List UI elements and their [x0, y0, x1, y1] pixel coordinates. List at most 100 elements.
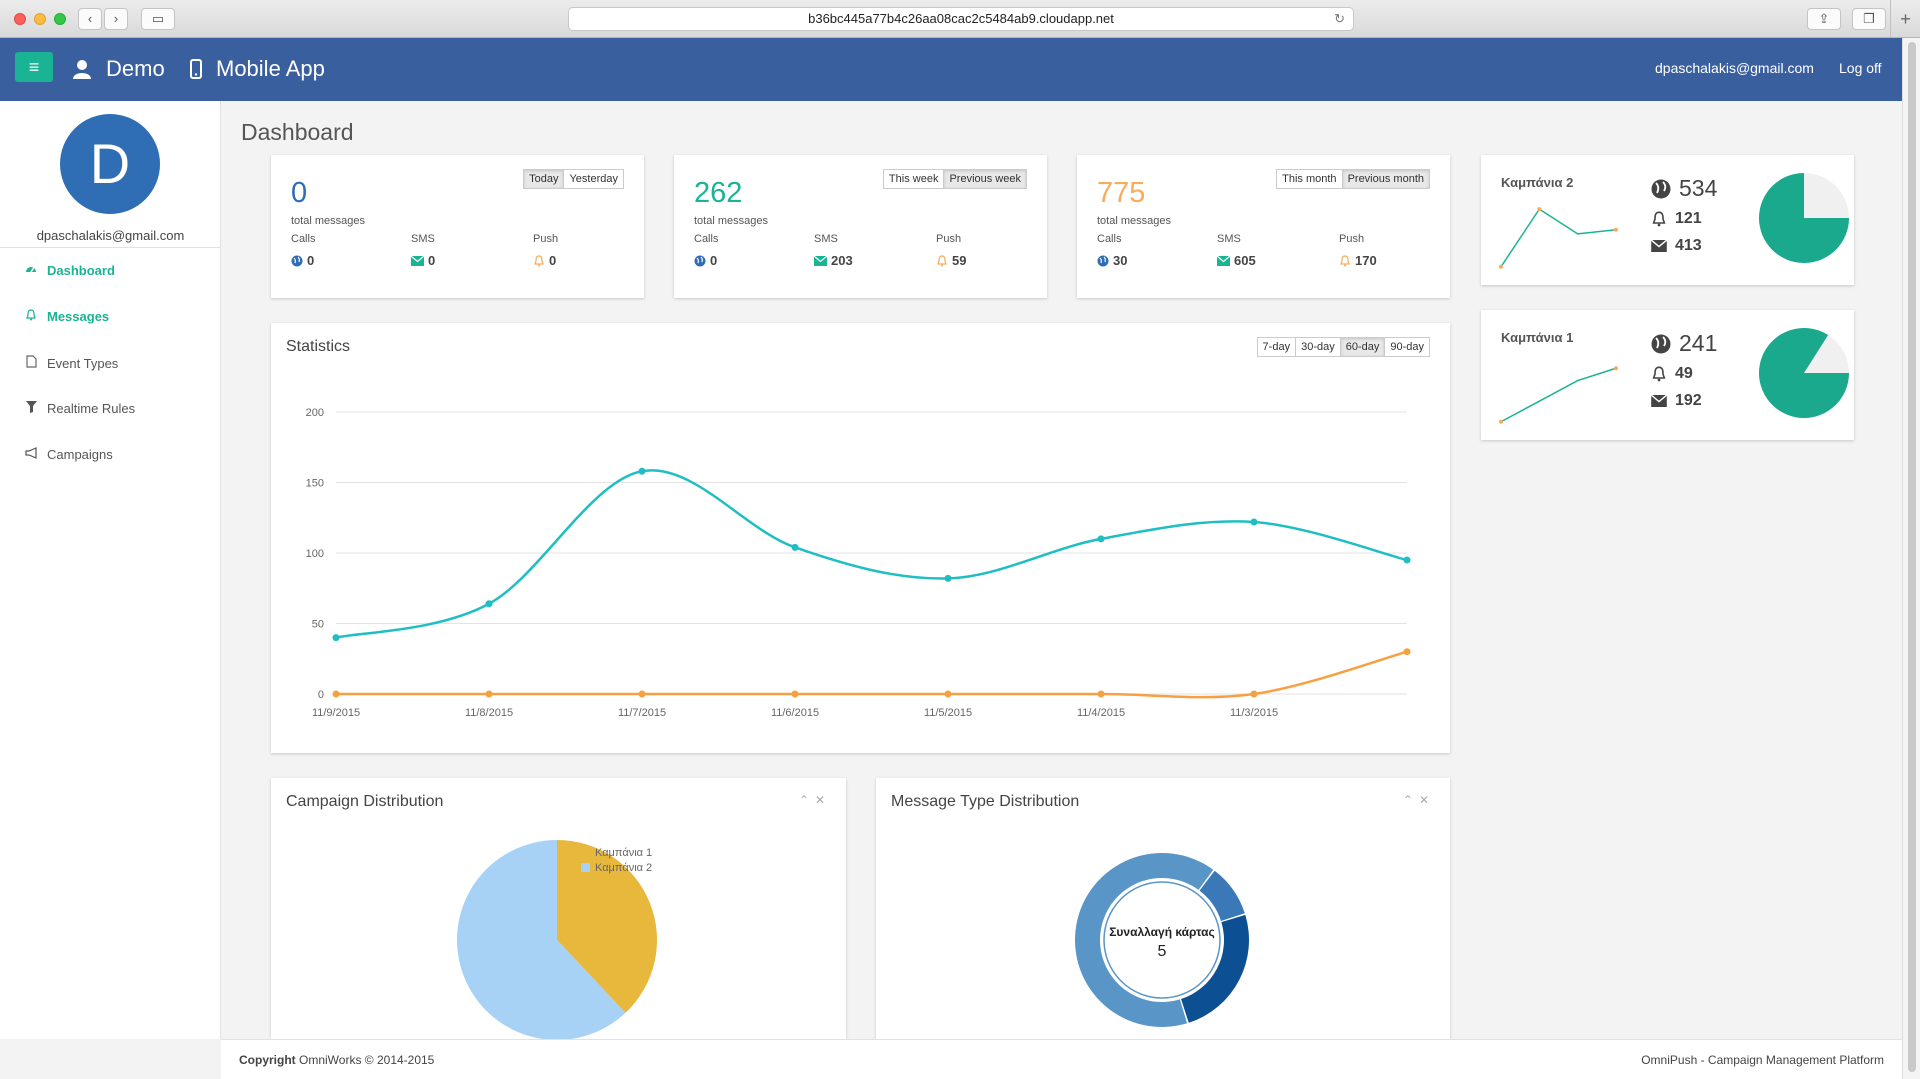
logoff-link[interactable]: Log off — [1839, 60, 1882, 76]
legend-label: Καμπάνια 2 — [595, 862, 652, 874]
page-scrollbar[interactable] — [1902, 38, 1920, 1079]
data-point — [944, 690, 952, 698]
sidebar-icon: ▭ — [151, 11, 165, 26]
maximize-window-button[interactable] — [54, 13, 66, 25]
previous-month-button[interactable]: Previous month — [1341, 169, 1430, 189]
tabs-button[interactable]: ❐ — [1852, 8, 1886, 30]
envelope-icon — [1651, 395, 1667, 407]
back-button[interactable]: ‹ — [78, 8, 102, 30]
sidebar-item-campaigns[interactable]: Campaigns — [25, 447, 113, 462]
sidebar-item-label: Campaigns — [47, 447, 113, 462]
bell-icon — [534, 254, 544, 266]
sidebar-item-dashboard[interactable]: Dashboard — [25, 263, 115, 278]
calls-value: 30 — [1097, 253, 1127, 268]
app-name: Mobile App — [216, 56, 325, 81]
chevron-left-icon: ‹ — [87, 11, 93, 26]
forward-button[interactable]: › — [104, 8, 128, 30]
footer-platform: OmniPush - Campaign Management Platform — [1641, 1053, 1884, 1067]
campaign-total: 534 — [1651, 175, 1717, 202]
statistics-panel: Statistics 7-day 30-day 60-day 90-day 0 5… — [271, 323, 1450, 753]
campaign-distribution-title: Campaign Distribution — [286, 793, 444, 810]
data-point — [1403, 648, 1411, 656]
x-tick-label: 11/5/2015 — [924, 707, 972, 719]
calls-label: Calls — [291, 233, 316, 245]
menu-toggle-button[interactable]: ≡ — [15, 52, 53, 82]
sidebar-item-realtime-rules[interactable]: Realtime Rules — [25, 401, 135, 416]
total-label: total messages — [694, 215, 768, 227]
x-tick-label: 11/9/2015 — [312, 707, 360, 719]
range-7-day-button[interactable]: 7-day — [1256, 337, 1297, 357]
total-count: 262 — [694, 177, 743, 209]
calls-label: Calls — [694, 233, 719, 245]
series-line — [335, 650, 1408, 699]
reload-icon[interactable]: ↻ — [1334, 11, 1345, 26]
donut-slice — [1075, 853, 1214, 1027]
donut-slice — [1181, 914, 1249, 1023]
new-tab-button[interactable]: + — [1890, 0, 1920, 38]
bell-icon — [1340, 254, 1350, 266]
mobile-icon — [190, 59, 202, 79]
app-link[interactable]: Mobile App — [190, 56, 325, 82]
sms-value: 203 — [814, 253, 853, 268]
sms-value: 0 — [411, 253, 435, 268]
org-link[interactable]: Demo — [72, 56, 165, 82]
push-value: 170 — [1339, 253, 1377, 268]
pie-slice — [1759, 173, 1849, 263]
campaign-sms: 192 — [1651, 392, 1702, 410]
data-point — [485, 600, 493, 608]
range-90-day-button[interactable]: 90-day — [1384, 337, 1430, 357]
range-30-day-button[interactable]: 30-day — [1295, 337, 1341, 357]
address-bar[interactable]: b36bc445a77b4c26aa08cac2c5484ab9.cloudap… — [568, 7, 1354, 31]
share-button[interactable]: ⇪ — [1807, 8, 1841, 30]
legend-swatch — [581, 848, 590, 857]
today-button[interactable]: Today — [523, 169, 565, 189]
envelope-icon — [411, 255, 424, 266]
avatar[interactable]: D — [60, 114, 160, 214]
total-count: 775 — [1097, 177, 1146, 209]
campaign-card-2[interactable]: Καμπάνια 2 534 121 413 — [1481, 155, 1854, 285]
data-point — [638, 690, 646, 698]
this-month-button[interactable]: This month — [1276, 169, 1343, 189]
data-point — [332, 634, 340, 642]
statistics-title: Statistics — [286, 338, 351, 355]
panel-tools: ⌃✕ — [1403, 793, 1435, 807]
bell-icon — [25, 309, 37, 324]
close-icon[interactable]: ✕ — [1418, 793, 1435, 807]
sidebar-toggle-button[interactable]: ▭ — [141, 8, 175, 30]
chevron-up-icon[interactable]: ⌃ — [798, 793, 815, 807]
donut-inner-ring — [1103, 881, 1221, 999]
minimize-window-button[interactable] — [34, 13, 46, 25]
globe-icon — [1651, 179, 1671, 198]
yesterday-button[interactable]: Yesterday — [563, 169, 624, 189]
statistics-line-chart: 0 50 100 150 200 11/9/2015 11/8/2015 11/7/2015 1… — [306, 407, 1411, 719]
data-point — [1403, 556, 1411, 564]
campaign-card-1[interactable]: Καμπάνια 1 241 49 192 — [1481, 310, 1854, 440]
total-label: total messages — [291, 215, 365, 227]
sparkline-point — [1499, 419, 1503, 424]
dashboard-icon — [25, 263, 37, 278]
globe-icon — [291, 255, 303, 266]
x-tick-label: 11/3/2015 — [1230, 707, 1278, 719]
globe-icon — [1097, 255, 1109, 266]
data-point — [944, 574, 952, 582]
sidebar-item-event-types[interactable]: Event Types — [25, 355, 118, 371]
sidebar-item-messages[interactable]: Messages — [25, 309, 109, 324]
previous-week-button[interactable]: Previous week — [943, 169, 1027, 189]
this-week-button[interactable]: This week — [882, 169, 945, 189]
url-text: b36bc445a77b4c26aa08cac2c5484ab9.cloudap… — [808, 11, 1114, 26]
close-window-button[interactable] — [14, 13, 26, 25]
chevron-up-icon[interactable]: ⌃ — [1402, 793, 1419, 807]
close-icon[interactable]: ✕ — [814, 793, 831, 807]
scrollbar-thumb[interactable] — [1908, 42, 1916, 1072]
push-label: Push — [533, 233, 559, 245]
campaign-name: Καμπάνια 1 — [1501, 330, 1574, 345]
sparkline-point — [1614, 366, 1618, 371]
sms-label: SMS — [411, 233, 435, 245]
period-toggle: Today Yesterday — [523, 169, 624, 189]
user-email-link[interactable]: dpaschalakis@gmail.com — [1655, 60, 1814, 76]
data-point — [1097, 690, 1105, 698]
x-tick-label: 11/8/2015 — [465, 707, 513, 719]
envelope-icon — [1651, 240, 1667, 252]
total-count: 0 — [291, 177, 308, 209]
total-label: total messages — [1097, 215, 1171, 227]
